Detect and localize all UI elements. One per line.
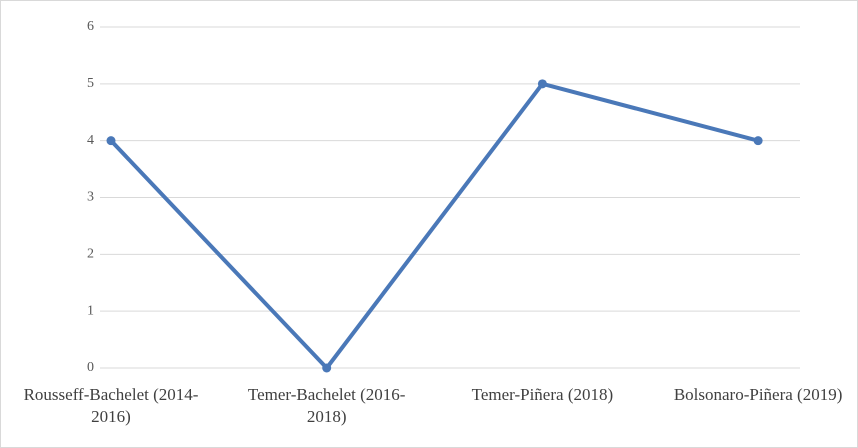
y-tick-label: 4 — [87, 133, 94, 148]
x-tick-label: Temer-Bachelet (2016-2018) — [247, 385, 406, 426]
point — [322, 363, 332, 373]
y-tick-label: 2 — [87, 247, 94, 262]
line — [109, 81, 759, 370]
y-tick-label: 1 — [87, 303, 94, 318]
point — [753, 136, 763, 146]
x-tick-label: Temer-Piñera (2018) — [471, 385, 614, 404]
x-tick-label: Bolsonaro-Piñera (2019) — [673, 385, 843, 404]
y-tick-label: 0 — [87, 360, 94, 375]
y-tick-label: 6 — [87, 19, 94, 34]
x-tick-label: Rousseff-Bachelet (2014-2016) — [23, 385, 199, 426]
point — [537, 79, 547, 89]
point — [106, 136, 116, 146]
y-tick-label: 5 — [87, 76, 94, 91]
y-tick-label: 3 — [87, 190, 94, 205]
